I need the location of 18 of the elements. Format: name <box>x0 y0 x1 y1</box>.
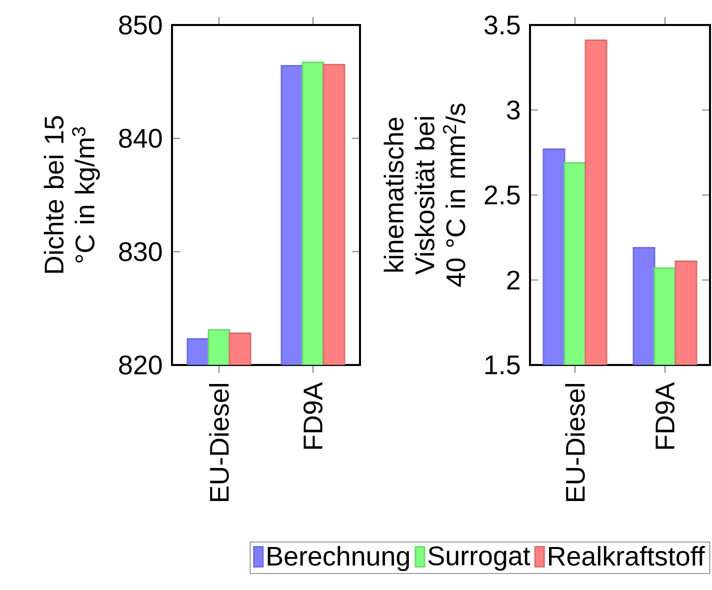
x-tick-label: FD9A <box>303 382 323 449</box>
legend-label: Realkraftstoff <box>549 546 705 566</box>
legend-label: Surrogat <box>428 546 530 571</box>
x-tick-label: EU-Diesel <box>565 384 585 502</box>
y-tick-label: 850 <box>119 15 162 35</box>
y-tick-label: 830 <box>119 242 162 262</box>
y-tick-label: 840 <box>119 128 162 148</box>
y-tick-label: 3.5 <box>484 15 520 35</box>
y-tick-label: 820 <box>119 355 162 375</box>
x-tick-label: EU-Diesel <box>209 384 229 502</box>
y-axis-title: Dichte bei 15 °C in kg/m$^{3}$ <box>44 116 100 273</box>
legend-label: Berechnung <box>268 546 409 572</box>
y-tick-label: 3 <box>506 100 520 120</box>
y-tick-label: 1.5 <box>485 356 520 374</box>
y-tick-label: 2 <box>507 270 520 290</box>
y-axis-title: kinematische Viskosität bei 40 °C in mm$^{2}$/s <box>384 104 466 287</box>
x-tick-label: FD9A <box>655 382 675 449</box>
y-tick-label: 2.5 <box>484 185 520 205</box>
